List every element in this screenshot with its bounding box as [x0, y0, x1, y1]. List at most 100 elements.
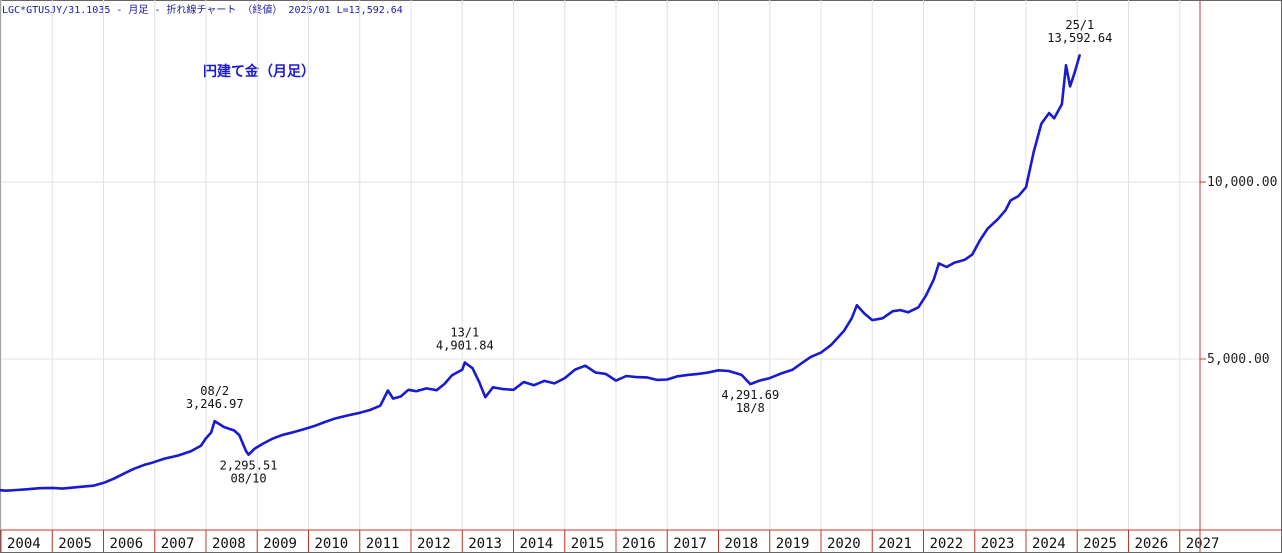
data-point — [574, 368, 576, 371]
x-tick-label: 2018 — [725, 536, 759, 552]
data-point — [1009, 199, 1012, 202]
data-point — [979, 239, 981, 242]
data-point — [15, 489, 18, 491]
data-point — [1061, 103, 1063, 105]
data-point — [323, 421, 325, 424]
data-point — [189, 450, 192, 453]
x-tick-label: 2005 — [58, 536, 92, 552]
data-point — [687, 374, 689, 376]
data-point — [963, 259, 966, 261]
x-tick-label: 2013 — [468, 536, 502, 552]
data-point — [820, 351, 822, 354]
data-point — [435, 389, 438, 392]
x-tick-label: 2011 — [366, 536, 400, 552]
data-point — [584, 364, 587, 367]
data-point — [51, 487, 54, 489]
annotation-label: 13/1 — [450, 325, 479, 339]
data-point — [312, 425, 315, 428]
data-point — [707, 371, 709, 374]
data-point — [407, 389, 410, 391]
x-tick-label: 2007 — [161, 536, 195, 552]
data-point — [247, 453, 250, 456]
data-point — [177, 454, 179, 457]
data-point — [779, 373, 781, 375]
data-point — [1079, 54, 1081, 56]
x-tick-label: 2016 — [622, 536, 656, 552]
data-point — [666, 378, 669, 381]
data-point — [792, 368, 794, 371]
data-point — [523, 381, 525, 383]
x-tick-label: 2020 — [827, 536, 861, 552]
data-point — [799, 363, 802, 365]
data-point — [133, 467, 135, 470]
data-point — [379, 404, 382, 407]
data-point — [392, 397, 394, 400]
price-line — [0, 54, 1082, 492]
annotation-label: 4,291.69 — [721, 388, 779, 402]
data-point — [881, 317, 884, 320]
x-tick-label: 2014 — [520, 536, 554, 552]
data-point — [740, 374, 743, 376]
data-point — [5, 489, 7, 492]
data-point — [938, 262, 940, 265]
data-point — [850, 317, 853, 320]
x-tick-label: 2006 — [110, 536, 144, 552]
data-point — [728, 370, 730, 372]
data-point — [151, 461, 153, 464]
data-point — [359, 412, 361, 414]
data-point — [953, 261, 955, 264]
data-point — [213, 420, 216, 422]
data-point — [282, 434, 284, 436]
data-point — [625, 375, 628, 377]
data-point — [1073, 71, 1076, 74]
data-point — [676, 375, 679, 378]
data-point — [863, 312, 866, 315]
data-point — [769, 377, 771, 379]
x-tick-label: 2027 — [1186, 536, 1220, 552]
data-point — [245, 450, 247, 452]
data-point — [907, 311, 909, 314]
annotation-label: 2,295.51 — [220, 459, 278, 473]
data-point — [1040, 122, 1043, 125]
x-tick-label: 2017 — [673, 536, 707, 552]
data-point — [471, 367, 474, 370]
chart-header: LGC*GTUSJY/31.1035 - 月足 - 折れ線チャート （終値） 2… — [2, 5, 403, 16]
data-point — [125, 471, 128, 474]
data-point — [210, 431, 212, 434]
y-tick-label: 10,000.00 — [1207, 175, 1277, 190]
data-point — [302, 428, 305, 431]
data-point — [899, 309, 902, 311]
data-point — [61, 487, 64, 490]
x-tick-label: 2023 — [981, 536, 1015, 552]
x-tick-label: 2004 — [7, 536, 41, 552]
data-point — [564, 377, 566, 379]
data-point — [1069, 85, 1071, 88]
data-point — [425, 387, 428, 390]
data-point — [843, 329, 845, 332]
data-point — [346, 414, 348, 417]
annotation-label: 08/10 — [230, 472, 266, 486]
data-point — [1004, 209, 1007, 212]
x-tick-label: 2022 — [930, 536, 964, 552]
data-point — [717, 369, 720, 372]
x-tick-label: 2019 — [776, 536, 810, 552]
x-tick-label: 2026 — [1135, 536, 1169, 552]
data-point — [856, 304, 858, 307]
data-point — [830, 344, 833, 346]
data-point — [92, 484, 94, 487]
data-point — [261, 443, 264, 445]
data-point — [492, 386, 494, 389]
x-tick-label: 2024 — [1032, 536, 1066, 552]
data-point — [369, 409, 371, 411]
data-point — [1025, 186, 1027, 189]
x-tick-label: 2008 — [212, 536, 246, 552]
data-point — [223, 426, 225, 428]
data-point — [604, 373, 607, 375]
data-point — [253, 447, 256, 450]
data-point — [656, 379, 658, 381]
y-tick-label: 5,000.00 — [1207, 352, 1270, 367]
data-point — [758, 379, 761, 382]
annotation-label: 4,901.84 — [436, 338, 494, 352]
data-point — [478, 381, 481, 383]
